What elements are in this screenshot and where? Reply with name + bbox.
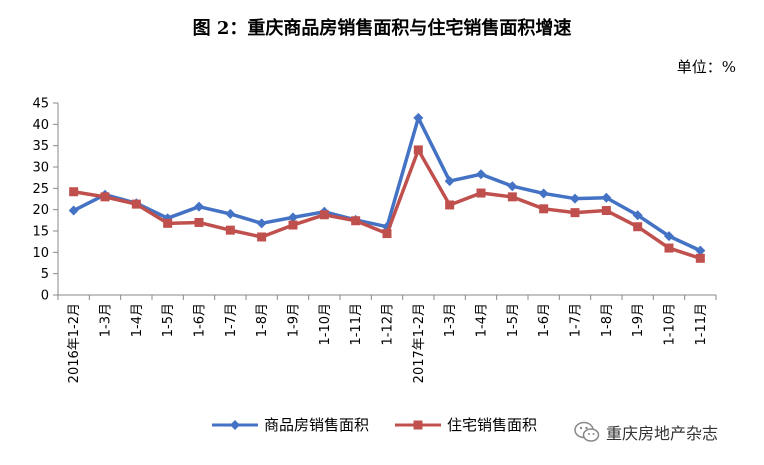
legend-label-series-0: 商品房销售面积 [264,416,370,434]
legend-item-series-1: 住宅销售面积 [395,414,537,435]
watermark-text: 重庆房地产杂志 [606,424,719,443]
unit-label: 单位：% [676,58,736,76]
x-tick-label: 1-6月 [537,303,552,337]
data-point [507,192,517,202]
data-point [601,206,611,216]
data-point [288,220,298,230]
watermark: 重庆房地产杂志 [574,420,718,444]
x-tick-label: 1-8月 [600,303,615,337]
data-point [100,192,110,202]
x-tick-label: 1-10月 [663,303,678,346]
data-point [601,192,612,203]
x-tick-label: 1-4月 [475,303,490,337]
x-tick-label: 1-11月 [694,303,709,346]
data-point [225,225,235,235]
series-layer [68,112,706,263]
x-tick-label: 1-4月 [130,303,145,337]
y-tick-label: 10 [32,246,49,261]
legend-swatch-series-1 [395,420,442,429]
data-point [570,208,580,218]
y-tick-label: 15 [32,225,49,240]
y-tick-label: 0 [41,289,49,304]
y-tick-label: 40 [32,118,49,133]
data-point [507,181,518,192]
data-point [257,232,267,242]
x-tick-label: 1-6月 [193,303,208,337]
wechat-icon [574,421,600,442]
x-tick-label: 1-3月 [443,303,458,337]
x-tick-label: 1-3月 [99,303,114,337]
data-point [476,188,486,198]
y-tick-label: 45 [32,97,49,112]
x-tick-label: 1-12月 [381,303,396,346]
legend-swatch-series-0 [212,419,258,430]
x-tick-label: 1-9月 [287,303,302,337]
y-tick-label: 20 [32,203,49,218]
data-point [382,229,392,239]
legend: 商品房销售面积 住宅销售面积 [212,414,563,435]
data-point [413,145,423,155]
data-point [194,201,204,212]
data-point [633,222,643,232]
data-point [225,208,236,219]
data-point [664,243,674,253]
data-point [538,188,549,199]
y-tick-label: 25 [32,182,49,197]
series-line-1 [73,148,701,260]
x-tick-label: 1-7月 [224,303,239,337]
legend-label-series-1: 住宅销售面积 [447,416,538,434]
data-point [444,176,455,187]
x-tick-label: 2017年1-2月 [412,303,427,383]
data-point [539,204,549,214]
chart-title: 图 2：重庆商品房销售面积与住宅销售面积增速 [192,18,572,39]
x-tick-label: 2016年1-2月 [67,303,82,383]
data-point [256,218,267,229]
data-point [194,217,204,227]
data-point [476,169,486,180]
data-point [131,199,141,209]
x-tick-label: 1-7月 [569,303,584,337]
data-point [664,231,674,242]
x-tick-label: 1-11月 [349,303,364,346]
chart-axes: 0 5 10 15 20 25 30 35 40 45 2016年1-2月 1-3月 1-4月 1-5月 1… [32,97,717,383]
data-point [632,210,643,221]
legend-item-series-0: 商品房销售面积 [212,414,369,435]
data-point [695,245,706,256]
x-tick-label: 1-9月 [631,303,646,337]
data-point [69,187,79,197]
data-point [413,112,424,123]
data-point [445,200,455,210]
x-tick-label: 1-5月 [506,303,521,337]
x-tick-label: 1-8月 [255,303,270,337]
data-point [351,216,361,226]
y-tick-label: 30 [32,161,49,176]
series-1 [69,145,705,263]
data-point [570,193,580,204]
data-point [695,253,705,263]
y-tick-label: 5 [41,267,49,282]
data-point [68,205,79,216]
data-point [319,210,329,220]
x-tick-label: 1-10月 [318,303,333,346]
data-point [163,218,173,228]
data-point [288,212,298,223]
y-tick-label: 35 [32,139,49,154]
x-tick-label: 1-5月 [161,303,176,337]
